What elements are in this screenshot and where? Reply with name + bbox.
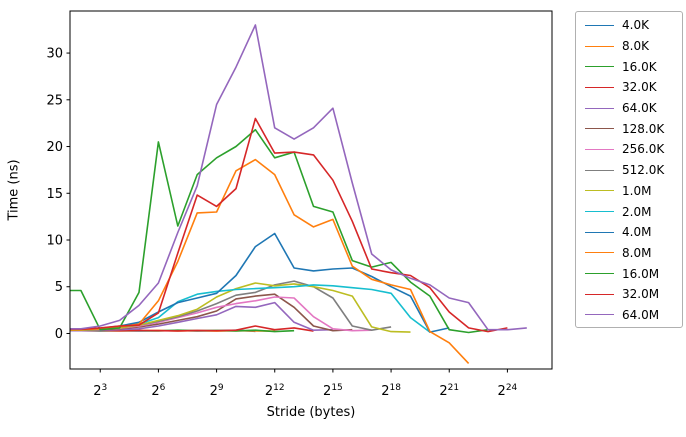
legend-item: 1.0M [585, 181, 682, 202]
legend-item: 16.0M [585, 263, 682, 284]
axes-frame [69, 10, 553, 370]
x-tick-label: 218 [381, 383, 401, 399]
series-line-32.0M [70, 117, 508, 333]
x-tick-label: 212 [265, 383, 285, 399]
y-tick-label: 20 [46, 140, 63, 155]
legend-line-swatch [585, 231, 614, 233]
legend-label: 128.0K [622, 121, 665, 136]
x-tick-label: 224 [498, 383, 518, 399]
legend-label: 8.0M [622, 245, 652, 260]
legend-label: 64.0M [622, 307, 660, 322]
x-tick-label: 23 [93, 383, 107, 399]
legend-label: 64.0K [622, 101, 657, 116]
legend-item: 2.0M [585, 201, 682, 222]
legend-label: 4.0M [622, 225, 652, 240]
y-tick-label: 30 [46, 47, 63, 62]
y-tick-label: 10 [46, 234, 63, 249]
y-tick-label: 15 [46, 187, 63, 202]
legend-label: 32.0K [622, 80, 657, 95]
legend-label: 1.0M [622, 183, 652, 198]
series-line-512.0K [70, 280, 392, 331]
legend-label: 256.0K [622, 142, 665, 157]
legend-line-swatch [585, 107, 614, 109]
x-tick-label: 29 [210, 383, 224, 399]
legend-line-swatch [585, 86, 614, 88]
legend-item: 4.0M [585, 222, 682, 243]
legend-label: 512.0K [622, 163, 665, 178]
x-tick-label: 26 [151, 383, 165, 399]
legend-label: 8.0K [622, 39, 649, 54]
legend-line-swatch [585, 293, 614, 295]
legend-item: 8.0K [585, 36, 682, 57]
y-axis-label: Time (ns) [6, 159, 22, 221]
legend-line-swatch [585, 252, 614, 254]
legend-item: 64.0K [585, 98, 682, 119]
legend-label: 16.0K [622, 59, 657, 74]
y-tick-label: 0 [55, 327, 63, 342]
x-tick-label: 215 [323, 383, 343, 399]
legend-item: 4.0K [585, 15, 682, 36]
x-axis-label: Stride (bytes) [266, 405, 356, 420]
legend-item: 32.0M [585, 284, 682, 305]
legend-line-swatch [585, 24, 614, 26]
legend-item: 128.0K [585, 118, 682, 139]
legend: 4.0K 8.0K 16.0K 32.0K 64.0K 128.0K 256.0K 512.0… [575, 11, 683, 328]
series-line-4.0M [70, 232, 450, 333]
series-line-16.0M [70, 128, 489, 334]
legend-line-swatch [585, 273, 614, 275]
y-tick-label: 5 [55, 280, 63, 295]
x-tick-label: 221 [439, 383, 459, 399]
legend-line-swatch [585, 314, 614, 316]
legend-item: 512.0K [585, 160, 682, 181]
legend-item: 16.0K [585, 56, 682, 77]
legend-line-swatch [585, 66, 614, 68]
legend-label: 4.0K [622, 18, 649, 33]
legend-item: 256.0K [585, 139, 682, 160]
legend-item: 64.0M [585, 305, 682, 326]
y-tick-label: 25 [46, 93, 63, 108]
legend-label: 2.0M [622, 204, 652, 219]
legend-line-swatch [585, 190, 614, 192]
legend-item: 8.0M [585, 243, 682, 264]
legend-line-swatch [585, 169, 614, 171]
legend-line-swatch [585, 148, 614, 150]
legend-line-swatch [585, 211, 614, 213]
legend-label: 16.0M [622, 266, 660, 281]
legend-line-swatch [585, 45, 614, 47]
legend-item: 32.0K [585, 77, 682, 98]
series-line-64.0M [70, 24, 527, 331]
legend-line-swatch [585, 128, 614, 130]
legend-label: 32.0M [622, 287, 660, 302]
